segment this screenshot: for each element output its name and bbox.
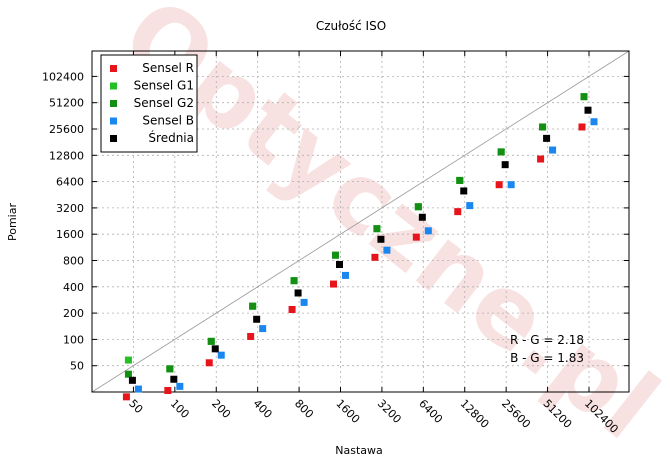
- point-0-5: [330, 280, 338, 288]
- x-tick-label: 400: [251, 397, 275, 421]
- point-0-11: [578, 123, 586, 131]
- legend-label-1: Sensel G1: [134, 79, 194, 93]
- point-2-6: [373, 225, 381, 233]
- x-axis-label: Nastawa: [335, 444, 383, 457]
- point-3-10: [549, 146, 557, 154]
- point-0-10: [537, 155, 545, 163]
- legend-label-4: Średnia: [148, 130, 194, 145]
- point-2-4: [290, 277, 298, 285]
- legend-marker-3: [110, 117, 117, 125]
- point-4-8: [460, 187, 468, 195]
- point-0-2: [205, 359, 213, 367]
- point-3-2: [217, 351, 225, 359]
- legend-marker-2: [110, 100, 117, 107]
- chart-title: Czułość ISO: [316, 19, 386, 33]
- data-points: [122, 93, 598, 401]
- y-tick-label: 102400: [42, 70, 84, 83]
- y-tick-label: 800: [63, 255, 84, 268]
- point-4-6: [377, 235, 385, 243]
- legend-marker-0: [110, 65, 117, 72]
- point-1-0: [124, 356, 132, 364]
- annotation-r-g: R - G = 2.18: [510, 333, 584, 347]
- y-tick-label: 50: [70, 360, 84, 373]
- legend-marker-1: [110, 82, 117, 90]
- legend-marker-4: [110, 135, 117, 142]
- y-ticks: 50 100 200 400 800 1600 3200 6400 12800 25600 5120…: [42, 70, 629, 373]
- y-tick-label: 51200: [49, 97, 84, 110]
- plot-frame: [91, 50, 630, 393]
- point-4-5: [336, 260, 344, 268]
- legend-label-0: Sensel R: [142, 61, 194, 75]
- point-0-1: [164, 387, 172, 395]
- point-2-7: [414, 203, 422, 211]
- x-tick-label: 25600: [499, 397, 533, 431]
- point-4-4: [294, 289, 302, 297]
- point-0-8: [454, 208, 462, 216]
- point-0-3: [247, 332, 255, 340]
- point-2-2: [207, 337, 215, 345]
- point-4-10: [543, 134, 551, 142]
- point-2-8: [456, 176, 464, 184]
- legend-label-2: Sensel G2: [134, 96, 194, 110]
- x-tick-label: 200: [209, 397, 233, 421]
- reference-line: [91, 50, 630, 393]
- y-axis-label: Pomiar: [6, 203, 19, 241]
- point-3-9: [507, 181, 515, 189]
- point-2-11: [580, 93, 588, 101]
- y-tick-label: 400: [63, 281, 84, 294]
- point-3-0: [134, 385, 142, 393]
- y-tick-label: 12800: [49, 149, 84, 162]
- point-4-11: [584, 106, 592, 114]
- legend: Sensel R Sensel G1 Sensel G2 Sensel B Średni…: [100, 54, 198, 153]
- y-tick-label: 1600: [56, 228, 84, 241]
- point-2-1: [166, 365, 174, 373]
- y-tick-label: 100: [63, 333, 84, 346]
- point-3-6: [383, 246, 391, 254]
- point-2-10: [539, 123, 547, 131]
- point-4-2: [211, 345, 219, 353]
- point-2-9: [497, 148, 505, 156]
- x-tick-label: 3200: [375, 397, 404, 426]
- annotation-b-g: B - G = 1.83: [510, 351, 584, 365]
- point-0-6: [371, 253, 379, 261]
- y-tick-label: 3200: [56, 202, 84, 215]
- legend-label-3: Sensel B: [142, 114, 194, 128]
- point-4-9: [501, 161, 509, 169]
- point-3-3: [259, 325, 267, 333]
- point-3-1: [176, 382, 184, 390]
- point-0-0: [122, 393, 130, 401]
- y-tick-label: 6400: [56, 176, 84, 189]
- point-2-3: [249, 302, 257, 310]
- x-tick-label: 6400: [416, 397, 445, 426]
- point-0-7: [412, 233, 420, 241]
- point-4-3: [253, 315, 261, 323]
- x-tick-label: 800: [292, 397, 316, 421]
- point-2-5: [332, 251, 340, 259]
- point-0-4: [288, 305, 296, 313]
- point-4-1: [170, 375, 178, 383]
- point-3-11: [590, 118, 598, 126]
- x-tick-label: 1600: [333, 397, 362, 426]
- point-4-0: [128, 376, 136, 384]
- x-tick-label: 100: [168, 397, 192, 421]
- point-3-8: [466, 202, 474, 210]
- point-4-7: [418, 213, 426, 221]
- point-3-4: [300, 298, 308, 306]
- point-3-5: [342, 271, 350, 279]
- point-2-0: [124, 370, 132, 378]
- point-3-7: [424, 227, 432, 235]
- y-tick-label: 25600: [49, 123, 84, 136]
- y-tick-label: 200: [63, 307, 84, 320]
- point-0-9: [495, 181, 503, 189]
- x-tick-label: 12800: [458, 397, 492, 431]
